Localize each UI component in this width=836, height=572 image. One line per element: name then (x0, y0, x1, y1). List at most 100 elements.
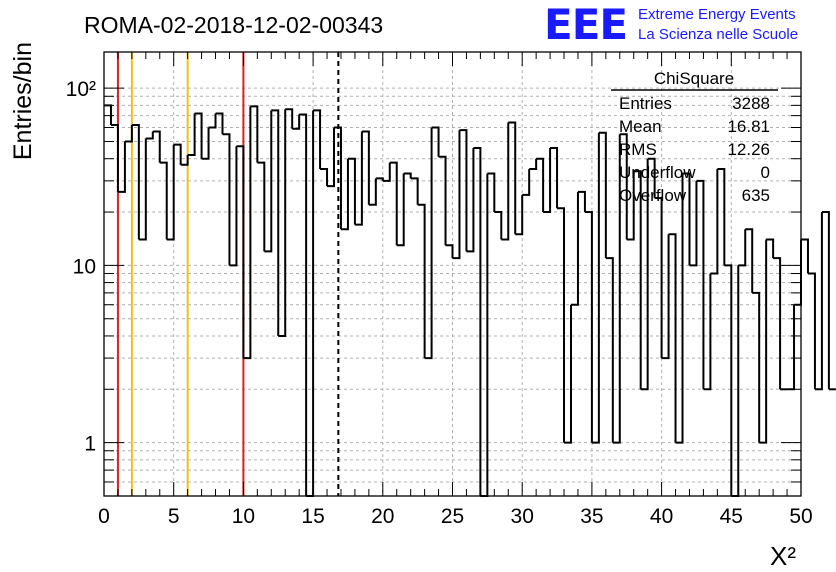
histogram-bin (382, 162, 391, 182)
histogram-bin (215, 112, 224, 135)
histogram-bin (696, 179, 705, 390)
histogram-bin (598, 131, 607, 259)
y-axis-ticks: 1 10 10² (66, 78, 801, 497)
histogram-bin (508, 121, 517, 235)
histogram-bin (494, 211, 503, 240)
histogram-bin (529, 158, 538, 170)
x-tick-label: 50 (789, 505, 812, 528)
histogram-bin (368, 178, 377, 206)
histogram-bin (438, 155, 447, 246)
histogram-bin (389, 161, 398, 246)
y-tick-label: 1 (84, 433, 96, 456)
histogram-bin (633, 170, 642, 390)
histogram-bin (452, 130, 461, 260)
stats-label-underflow: Underflow (619, 163, 696, 182)
histogram-bin (557, 207, 566, 443)
stats-value-rms: 12.26 (727, 140, 770, 159)
histogram-bin (278, 109, 287, 337)
histogram-bin (292, 114, 301, 130)
histogram-bin (145, 131, 154, 140)
stats-label-overflow: Overflow (619, 186, 687, 205)
stats-box: ChiSquare Entries 3288 Mean 16.81 RMS 12… (611, 69, 778, 205)
histogram-bin (814, 212, 823, 391)
histogram-bin (543, 147, 552, 214)
histogram-bin (138, 138, 147, 241)
histogram-bin (766, 238, 775, 259)
histogram-bin (264, 110, 273, 253)
histogram-bin (208, 113, 217, 129)
histogram-bin (647, 157, 656, 199)
histogram-bin (759, 239, 768, 444)
histogram-bin (159, 161, 168, 240)
eee-logo: EEE (544, 0, 627, 49)
histogram-bin (787, 304, 796, 391)
histogram-bin (194, 112, 203, 159)
histogram-bin (201, 127, 210, 160)
stats-value-entries: 3288 (732, 94, 770, 113)
histogram-bin (745, 228, 754, 293)
histogram-bin (271, 109, 280, 336)
x-tick-label: 35 (580, 505, 603, 528)
histogram-bin (229, 146, 238, 267)
histogram-bin (403, 172, 412, 179)
histogram-bin (117, 141, 126, 193)
chart-title: ROMA-02-2018-12-02-00343 (84, 12, 383, 38)
histogram-bin (515, 194, 524, 236)
histogram-bin (396, 173, 405, 247)
histogram-bin (550, 146, 559, 209)
histogram-bin (640, 158, 649, 391)
histogram-bin (480, 173, 489, 497)
histogram-bin (801, 238, 809, 274)
histogram-bin (306, 110, 315, 497)
histogram-bin (724, 264, 733, 496)
x-tick-label: 20 (371, 505, 394, 528)
brand-line-1: Extreme Energy Events (638, 6, 796, 23)
histogram-bin (619, 133, 628, 240)
x-tick-label: 15 (301, 505, 324, 528)
histogram-bin (675, 173, 684, 444)
histogram-bin (626, 171, 635, 241)
histogram-bin (222, 133, 231, 266)
y-tick-label: 10² (66, 78, 96, 101)
histogram-bin (187, 113, 196, 156)
stats-value-underflow: 0 (761, 163, 770, 182)
histogram-bin (459, 129, 468, 252)
histogram-bin (236, 145, 245, 359)
stats-label-mean: Mean (619, 117, 662, 136)
histogram-bin (773, 257, 782, 390)
histogram-bin (501, 122, 510, 241)
histogram-bin (570, 191, 579, 306)
histogram-bin (180, 154, 189, 166)
histogram-bin (605, 257, 614, 443)
histogram-bin (417, 203, 426, 359)
histogram-bin (299, 113, 308, 496)
histogram-bin (710, 168, 719, 275)
histogram-bin (654, 197, 663, 359)
histogram-bin (424, 127, 433, 360)
histogram-bin (752, 291, 761, 443)
grid-lines (104, 52, 801, 496)
y-tick-label: 10 (73, 255, 96, 278)
stats-value-overflow: 635 (742, 186, 770, 205)
histogram-bin (124, 124, 133, 143)
histogram-series (104, 104, 836, 497)
brand-line-2: La Scienza nelle Scuole (638, 26, 798, 43)
histogram-bin (487, 172, 496, 213)
stats-label-rms: RMS (619, 140, 657, 159)
x-tick-label: 10 (232, 505, 255, 528)
histogram-bin (327, 127, 336, 188)
x-tick-label: 45 (720, 505, 743, 528)
histogram-bin (738, 229, 747, 267)
stats-label-entries: Entries (619, 94, 672, 113)
histogram-bin (522, 168, 531, 196)
histogram-bin (466, 147, 475, 253)
histogram-bin (361, 130, 370, 205)
histogram-bin (173, 143, 182, 165)
x-tick-label: 30 (511, 505, 534, 528)
histogram-bin (682, 172, 691, 266)
histogram-bin (584, 211, 593, 443)
histogram-bin (131, 123, 140, 240)
y-axis-label: Entries/bin (9, 42, 37, 160)
x-tick-label: 5 (168, 505, 180, 528)
histogram-bin (250, 105, 259, 163)
